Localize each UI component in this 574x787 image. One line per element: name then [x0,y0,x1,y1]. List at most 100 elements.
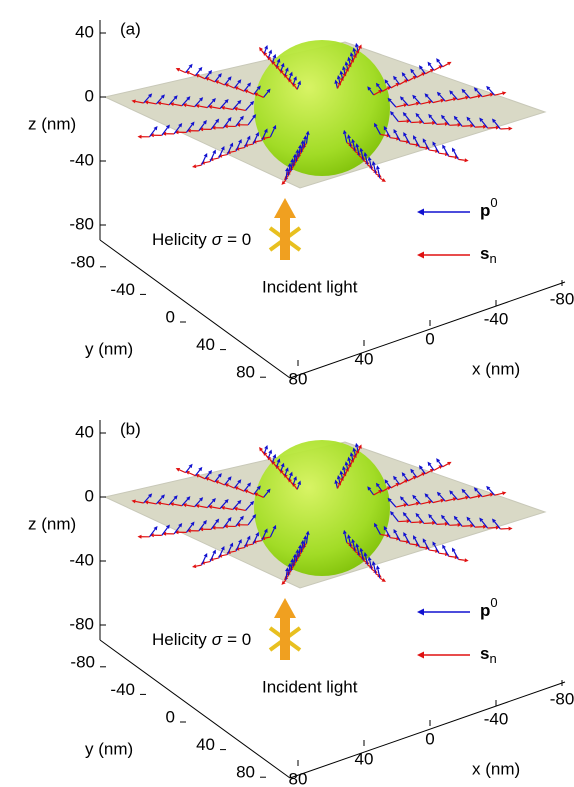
particle [254,40,390,176]
arrow-head [508,127,512,131]
z-axis-label: z (nm) [28,114,76,133]
z-tick-label: 40 [75,422,94,441]
vector [400,541,406,542]
vector [419,547,425,548]
y-tick-label: 40 [196,735,215,754]
vector [196,565,202,566]
vector [410,544,416,545]
vector [179,470,185,473]
z-tick-label: 0 [85,486,94,505]
light-beam [280,215,290,260]
vector [380,535,386,536]
vector [380,578,383,580]
arrow-head [417,209,424,216]
y-tick-label: -40 [110,280,135,299]
x-tick-label: -80 [550,689,574,708]
vector [449,556,455,557]
vector [429,550,435,551]
legend-label: p0 [480,595,498,620]
vector [439,153,445,154]
x-axis-label: x (nm) [472,359,520,378]
arrow-head [417,252,424,259]
helicity-word: Helicity [152,230,207,249]
legend-name: p [480,601,490,620]
incident-label: Incident light [262,677,358,696]
vector [372,569,375,571]
arrow-head [508,527,512,531]
arrow-head [417,652,424,659]
legend-mark: 0 [490,595,497,610]
helicity: Helicityσ= 0 [152,630,251,649]
legend-label: p0 [480,195,498,220]
arrow-head [137,135,141,139]
vector [495,493,503,495]
vector [380,178,383,180]
legend-mark: n [489,251,496,266]
y-tick-label: -80 [70,652,95,671]
vector [213,558,219,559]
y-tick-label: -80 [70,252,95,271]
vector [372,169,375,171]
y-tick-label: 80 [236,363,255,382]
vector [179,70,185,73]
y-tick-label: -40 [110,680,135,699]
z-axis-label: z (nm) [28,514,76,533]
vector [376,574,379,576]
x-tick-label: 0 [425,729,434,748]
vector [390,538,396,539]
helicity-symbol: σ [212,630,223,649]
legend-name: p [480,201,490,220]
x-tick-label: -80 [550,289,574,308]
helicity-value: = 0 [227,230,251,249]
vector [419,147,425,148]
y-tick-label: 0 [166,307,175,326]
z-tick-label: -80 [69,614,94,633]
arrow-head [192,564,196,568]
x-tick-label: -40 [484,709,509,728]
legend-label: sn [480,244,497,266]
z-tick-label: -80 [69,214,94,233]
legend-mark: n [489,651,496,666]
vector [376,174,379,176]
arrow-head [502,491,506,495]
helicity-value: = 0 [227,630,251,649]
z-tick-label: -40 [69,150,94,169]
helicity-symbol: σ [212,230,223,249]
vector [429,150,435,151]
y-axis-label: y (nm) [85,339,133,358]
panel-label: (a) [120,19,141,38]
vector [439,553,445,554]
vector [390,138,396,139]
particle [254,440,390,576]
vector [205,162,211,163]
legend-label: sn [480,644,497,666]
light-head [274,198,296,218]
x-tick-label: 0 [425,329,434,348]
x-tick-label: -40 [484,309,509,328]
vector [222,155,228,156]
vector [442,64,448,67]
figure: 40 0 -40 -80 -80 -40 0 40 80 -80 -40 0 40 80 z (nm) y (… [0,0,574,787]
incident-label: Incident light [262,277,358,296]
arrow-head [502,91,506,95]
x-tick-label: 80 [289,369,308,388]
vector [410,144,416,145]
vector [449,156,455,157]
vector [458,159,464,160]
x-axis-label: x (nm) [472,759,520,778]
legend-name: s [480,644,489,663]
x-tick-label: 40 [355,349,374,368]
arrow-head [137,535,141,539]
y-tick-label: 40 [196,335,215,354]
vector [434,467,440,470]
panel-label: (b) [120,419,141,438]
z-tick-label: -40 [69,550,94,569]
y-tick-label: 80 [236,763,255,782]
y-tick-label: 0 [166,707,175,726]
x-tick-label: 40 [355,749,374,768]
vector [400,141,406,142]
arrow-head [192,164,196,168]
vector [196,165,202,166]
vector [458,559,464,560]
light-head [274,598,296,618]
